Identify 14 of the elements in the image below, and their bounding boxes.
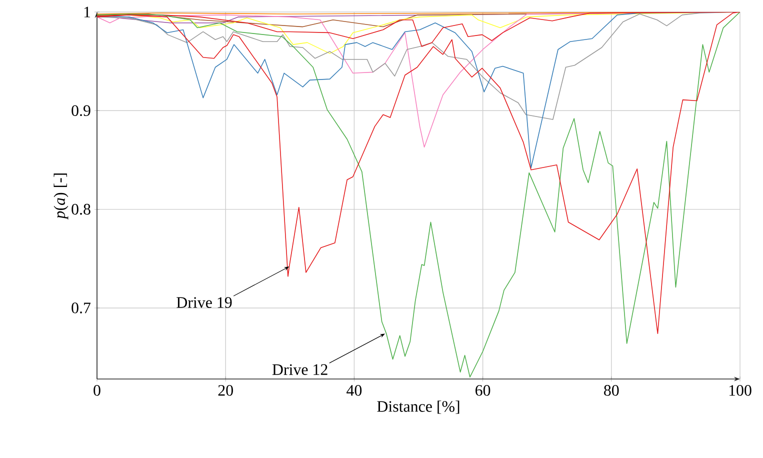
y-axis-title: p(a) [-] xyxy=(54,173,68,220)
x-tick-label: 100 xyxy=(729,385,752,396)
annotation: Drive 12 xyxy=(272,364,328,375)
x-tick-label: 40 xyxy=(346,385,362,396)
x-tick-label: 60 xyxy=(476,385,490,396)
x-tick-label: 0 xyxy=(94,385,100,396)
y-tick-label: 1 xyxy=(84,6,90,18)
x-axis-title: Distance [%] xyxy=(377,400,460,414)
x-tick-label: 20 xyxy=(218,385,233,396)
y-tick-label: 0.8 xyxy=(72,204,90,215)
annotation: Drive 19 xyxy=(176,297,232,308)
x-tick-label: 80 xyxy=(604,385,619,396)
y-tick-label: 0.9 xyxy=(72,105,90,116)
y-tick-label: 0.7 xyxy=(72,302,91,314)
